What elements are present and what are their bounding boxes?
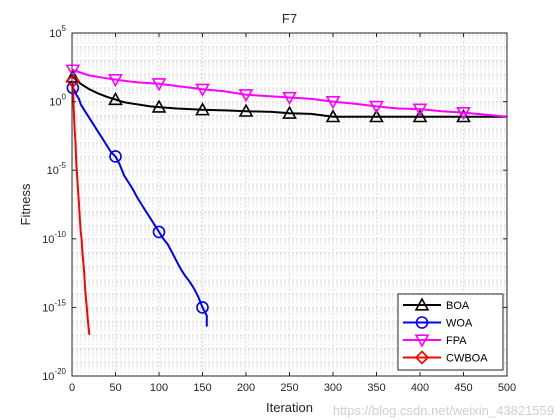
data-point: [152, 225, 166, 239]
series-line: [72, 87, 208, 327]
x-axis: 0 50 100 150 200 250 300 350 400 450 500: [69, 33, 516, 394]
legend-label: WOA: [446, 318, 473, 330]
data-point: [282, 105, 297, 119]
x-tick-label: 0: [69, 382, 75, 394]
data-point: [369, 109, 384, 123]
y-tick-label: 10-20: [42, 367, 66, 383]
data-point: [282, 91, 297, 106]
x-tick-label: 100: [150, 382, 168, 394]
data-point: [412, 109, 428, 123]
series-line: [72, 76, 507, 118]
data-point: [414, 334, 430, 348]
data-point: [456, 109, 471, 123]
data-point: [325, 109, 341, 123]
data-point: [238, 89, 254, 103]
x-tick-label: 50: [109, 382, 121, 394]
y-tick-label: 10-5: [47, 161, 67, 177]
legend-item-cwboa: CWBOA: [403, 350, 488, 365]
x-tick-label: 150: [193, 382, 211, 394]
legend: BOA WOA FPA CWBOA: [397, 293, 504, 371]
legend-item-woa: WOA: [403, 316, 473, 330]
data-point: [369, 100, 384, 115]
data-point: [412, 103, 428, 117]
series-cwboa: [65, 73, 91, 335]
x-tick-label: 350: [367, 382, 385, 394]
x-tick-label: 200: [237, 382, 255, 394]
y-tick-label: 10-10: [42, 230, 66, 246]
data-point: [414, 297, 430, 311]
data-point: [65, 64, 81, 78]
data-point: [151, 78, 167, 92]
data-point: [196, 301, 209, 314]
watermark: https://blog.csdn.net/weixin_43821559: [332, 403, 554, 418]
data-point: [108, 91, 123, 106]
series-boa: [65, 69, 507, 123]
x-tick-label: 250: [280, 382, 298, 394]
x-tick-label: 500: [498, 382, 516, 394]
x-axis-label: Iteration: [266, 400, 313, 415]
series-fpa: [65, 64, 508, 121]
data-point: [151, 99, 167, 113]
series-layer: [65, 64, 508, 335]
legend-label: BOA: [446, 300, 470, 312]
y-tick-label: 105: [49, 24, 66, 40]
data-point: [108, 74, 123, 88]
y-axis: 10-20 10-15 10-10 10-5 100 105: [42, 24, 507, 383]
data-point: [195, 83, 210, 97]
legend-item-fpa: FPA: [403, 334, 467, 348]
x-tick-label: 300: [324, 382, 342, 394]
data-point: [415, 316, 429, 329]
data-point: [456, 106, 471, 121]
data-point: [414, 350, 430, 365]
series-line: [71, 80, 91, 335]
data-point: [325, 96, 341, 110]
grid: [71, 33, 508, 377]
data-point: [109, 150, 122, 163]
x-tick-label: 400: [411, 382, 429, 394]
x-tick-label: 450: [454, 382, 472, 394]
legend-label: CWBOA: [446, 353, 488, 365]
legend-item-boa: BOA: [403, 297, 470, 312]
y-tick-label: 100: [49, 93, 66, 109]
y-axis-label: Fitness: [18, 183, 33, 225]
legend-label: FPA: [446, 335, 467, 347]
data-point: [195, 102, 210, 116]
series-line: [72, 69, 508, 118]
data-point: [65, 73, 81, 89]
data-point: [238, 103, 254, 117]
y-tick-label: 10-15: [42, 298, 66, 314]
chart-title: F7: [282, 11, 297, 26]
